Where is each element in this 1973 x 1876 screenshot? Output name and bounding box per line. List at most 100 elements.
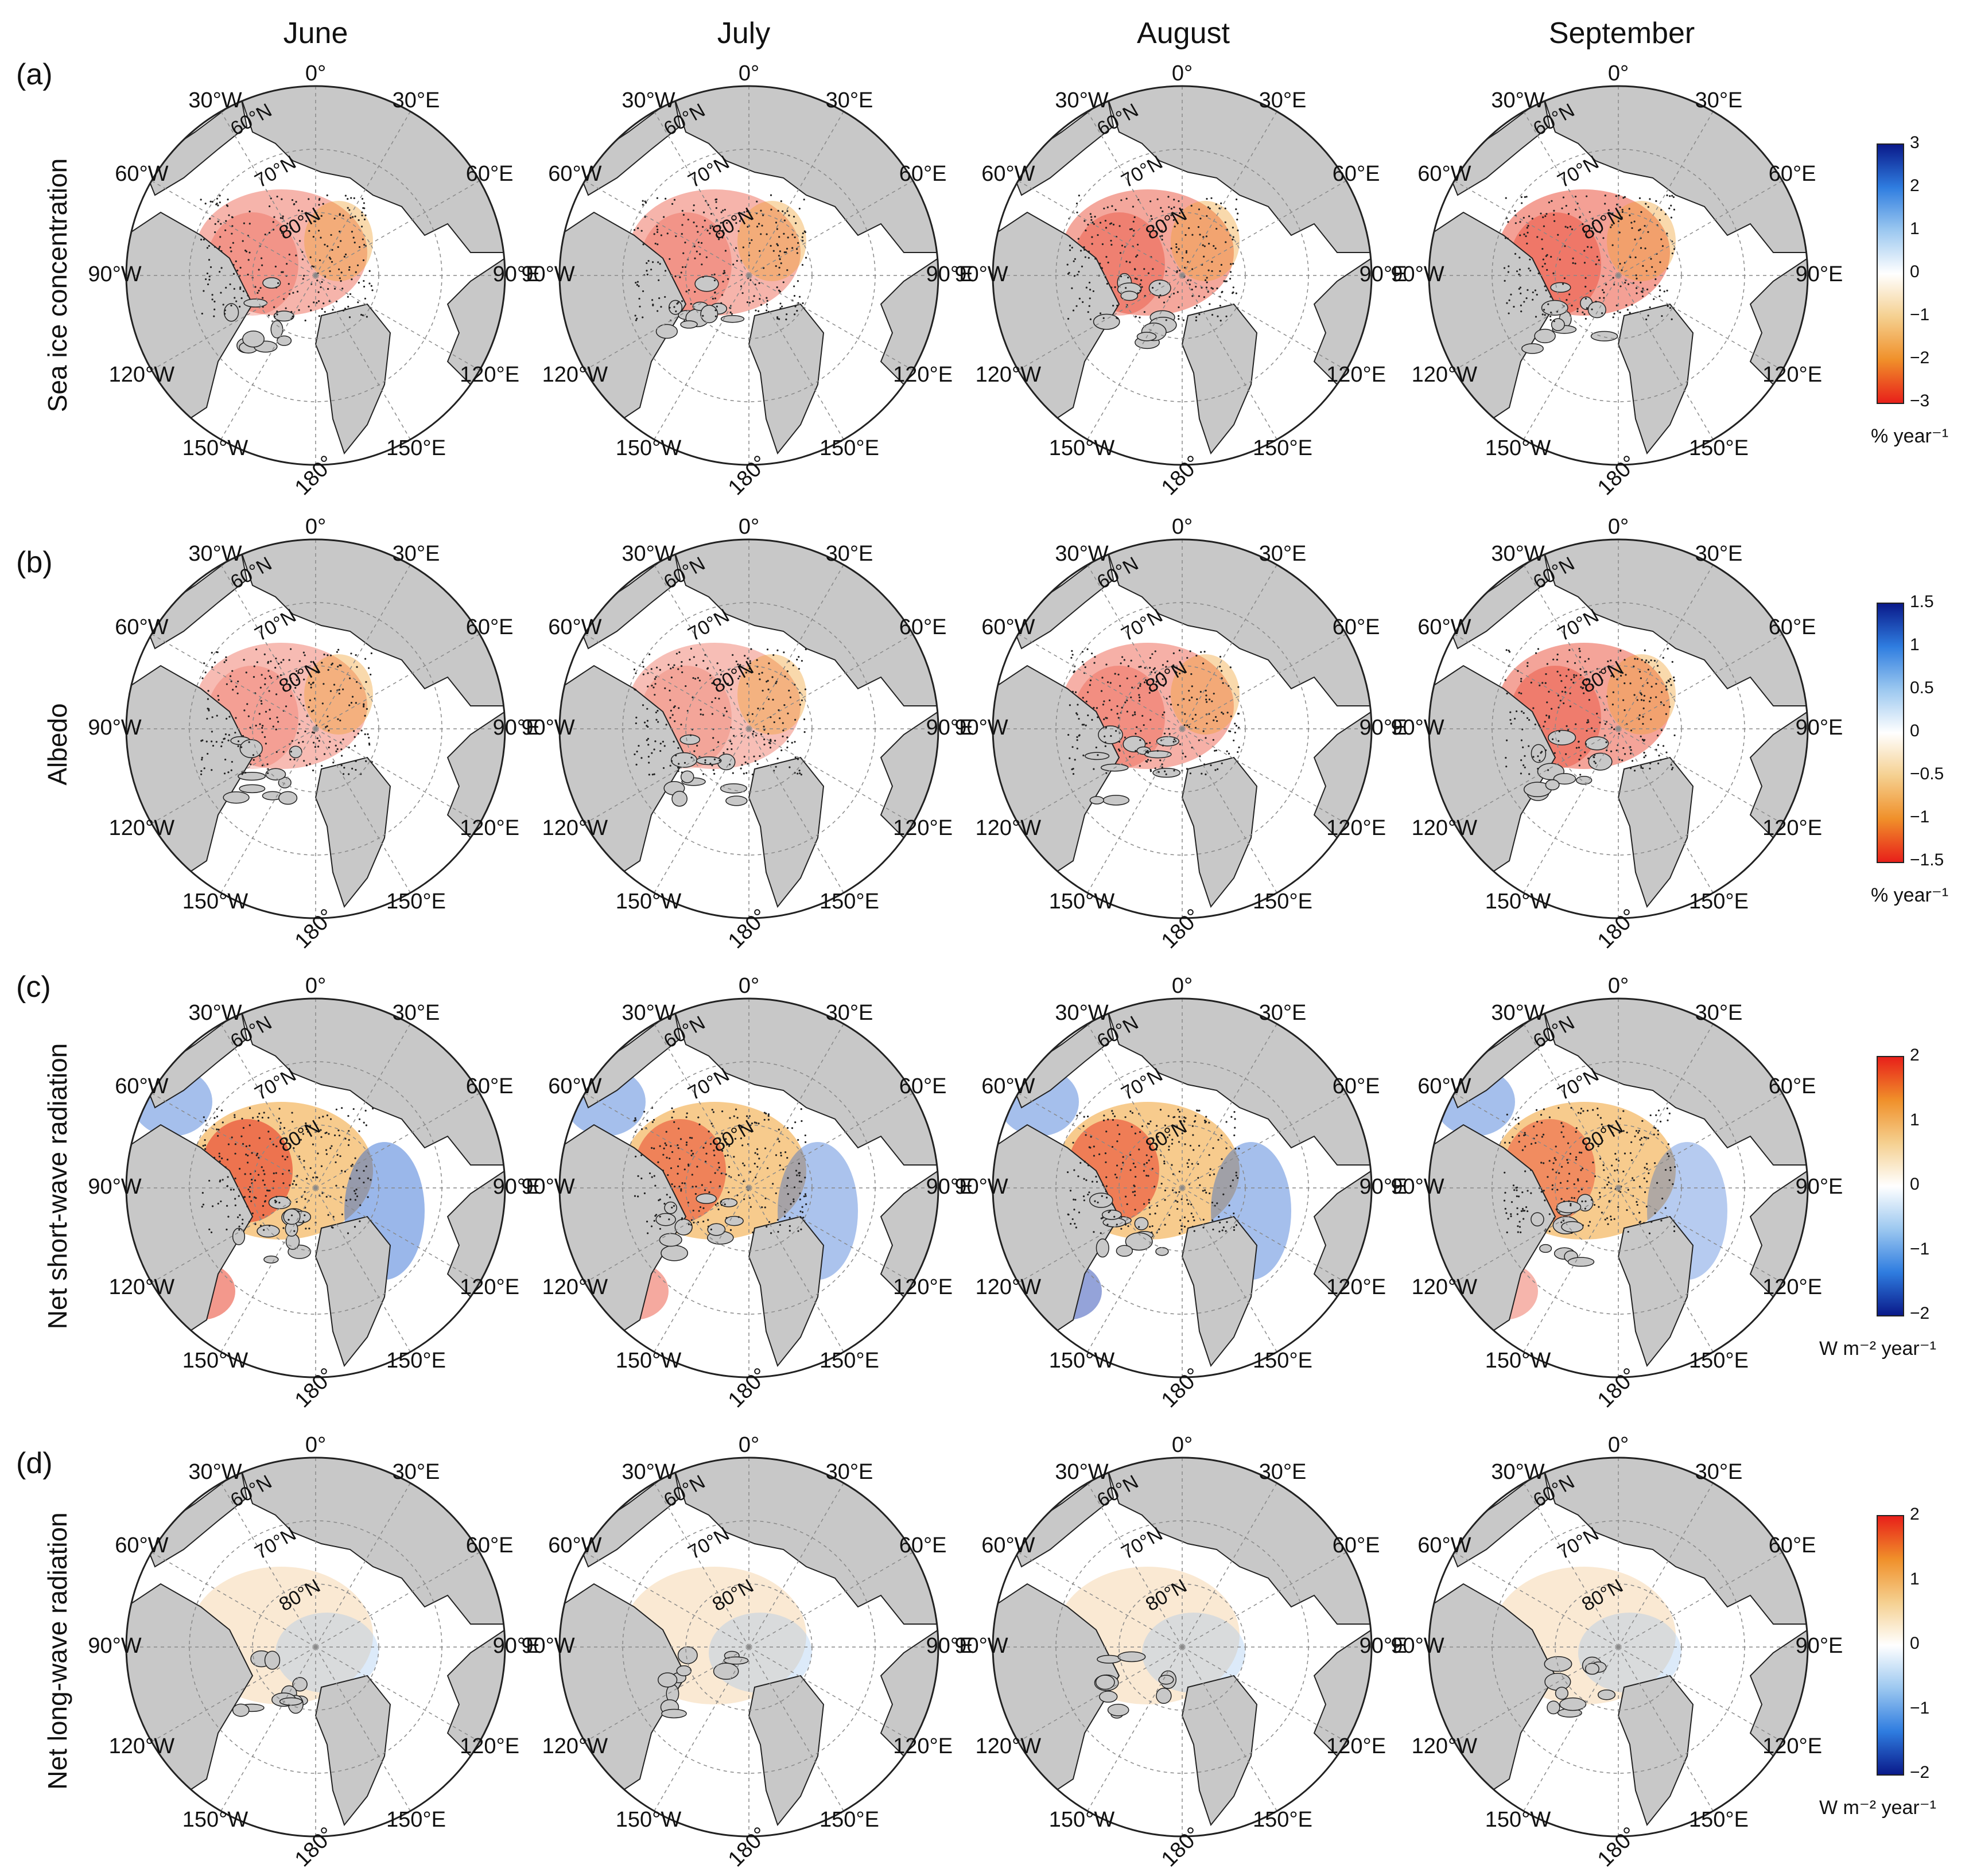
significance-dot xyxy=(1520,304,1522,306)
significance-dot xyxy=(1217,768,1219,770)
significance-dot xyxy=(800,1228,802,1230)
significance-dot xyxy=(1535,316,1537,318)
significance-dot xyxy=(716,225,718,227)
land-mass xyxy=(1009,550,1114,650)
significance-dot xyxy=(1590,727,1593,729)
significance-dot xyxy=(207,708,209,710)
significance-dot xyxy=(690,302,692,305)
significance-dot xyxy=(354,1199,357,1201)
significance-dot xyxy=(705,1160,707,1163)
longitude-label: 90°W xyxy=(521,262,574,286)
column-header-july: July xyxy=(717,17,771,50)
significance-dot xyxy=(269,675,271,678)
significance-dot xyxy=(1073,1198,1075,1201)
significance-dot xyxy=(1232,292,1234,294)
significance-dot xyxy=(1228,685,1230,687)
significance-dot xyxy=(799,1216,802,1218)
significance-dot xyxy=(272,1143,274,1145)
significance-dot xyxy=(684,242,686,244)
significance-dot xyxy=(712,225,714,228)
significance-dot xyxy=(329,270,331,273)
significance-dot xyxy=(650,1225,653,1228)
significance-dot xyxy=(1165,270,1167,273)
significance-dot xyxy=(772,1183,774,1185)
significance-dot xyxy=(1119,685,1121,687)
longitude-label: 30°E xyxy=(393,1460,440,1484)
significance-dot xyxy=(236,1216,239,1218)
significance-dot xyxy=(1073,1169,1075,1171)
significance-dot xyxy=(1172,219,1175,222)
significance-dot xyxy=(246,703,248,705)
longitude-label: 30°E xyxy=(393,1001,440,1025)
significance-dot xyxy=(368,742,371,745)
significance-dot xyxy=(1105,1197,1108,1199)
significance-dot xyxy=(778,318,780,320)
significance-dot xyxy=(1099,222,1102,224)
significance-dot xyxy=(333,217,336,220)
significance-dot xyxy=(1523,301,1525,303)
longitude-label: 60°W xyxy=(1417,1074,1471,1098)
significance-dot xyxy=(779,250,781,253)
significance-dot xyxy=(1193,1149,1195,1151)
significance-dot xyxy=(1621,216,1623,219)
significance-dot xyxy=(1647,314,1649,317)
significance-dot xyxy=(1603,709,1606,711)
significance-dot xyxy=(1083,1116,1085,1118)
significance-dot xyxy=(663,1202,666,1205)
significance-dot xyxy=(677,767,679,769)
significance-dot xyxy=(783,1215,786,1218)
longitude-label: 90°W xyxy=(521,1175,574,1199)
significance-dot xyxy=(1650,718,1652,721)
island xyxy=(707,1223,726,1236)
significance-dot xyxy=(1571,1197,1573,1199)
significance-dot xyxy=(1539,684,1541,686)
significance-dot xyxy=(261,264,263,266)
significance-dot xyxy=(714,1203,717,1206)
longitude-label: 90°E xyxy=(1360,716,1407,740)
significance-dot xyxy=(277,663,280,665)
significance-dot xyxy=(280,661,282,663)
significance-dot xyxy=(718,1166,720,1168)
significance-dot xyxy=(213,1117,216,1119)
significance-dot xyxy=(1088,257,1090,259)
significance-dot xyxy=(212,744,215,747)
significance-dot xyxy=(278,1108,281,1110)
significance-dot xyxy=(316,302,318,304)
significance-dot xyxy=(752,730,755,733)
significance-dot xyxy=(1625,674,1627,676)
significance-dot xyxy=(363,705,365,708)
significance-dot xyxy=(360,313,363,316)
significance-dot xyxy=(699,1206,702,1209)
significance-dot xyxy=(665,1131,667,1133)
significance-dot xyxy=(262,724,264,727)
significance-dot xyxy=(693,1221,695,1224)
significance-dot xyxy=(242,1143,244,1145)
significance-dot xyxy=(676,302,678,305)
significance-dot xyxy=(729,311,732,313)
significance-dot xyxy=(1206,701,1208,703)
significance-dot xyxy=(638,297,640,300)
map-boundary xyxy=(992,997,1373,1378)
significance-dot xyxy=(1072,767,1074,770)
significance-dot xyxy=(709,674,712,677)
significance-dot xyxy=(1226,228,1228,231)
significance-dot xyxy=(714,315,717,317)
significance-dot xyxy=(325,726,327,728)
significance-dot xyxy=(1629,214,1631,216)
significance-dot xyxy=(723,714,725,717)
significance-dot xyxy=(1628,283,1630,285)
significance-dot xyxy=(1621,759,1624,762)
significance-dot xyxy=(659,743,662,745)
significance-dot xyxy=(696,1166,698,1168)
significance-dot xyxy=(283,1127,286,1129)
significance-dot xyxy=(767,688,770,690)
significance-dot xyxy=(739,663,741,666)
significance-dot xyxy=(1660,238,1663,240)
significance-dot xyxy=(794,756,797,759)
significance-dot xyxy=(281,232,283,234)
significance-dot xyxy=(1641,1120,1644,1122)
significance-dot xyxy=(1524,196,1526,198)
significance-dot xyxy=(1190,204,1193,207)
significance-dot xyxy=(354,242,356,244)
significance-dot xyxy=(1613,1218,1615,1220)
